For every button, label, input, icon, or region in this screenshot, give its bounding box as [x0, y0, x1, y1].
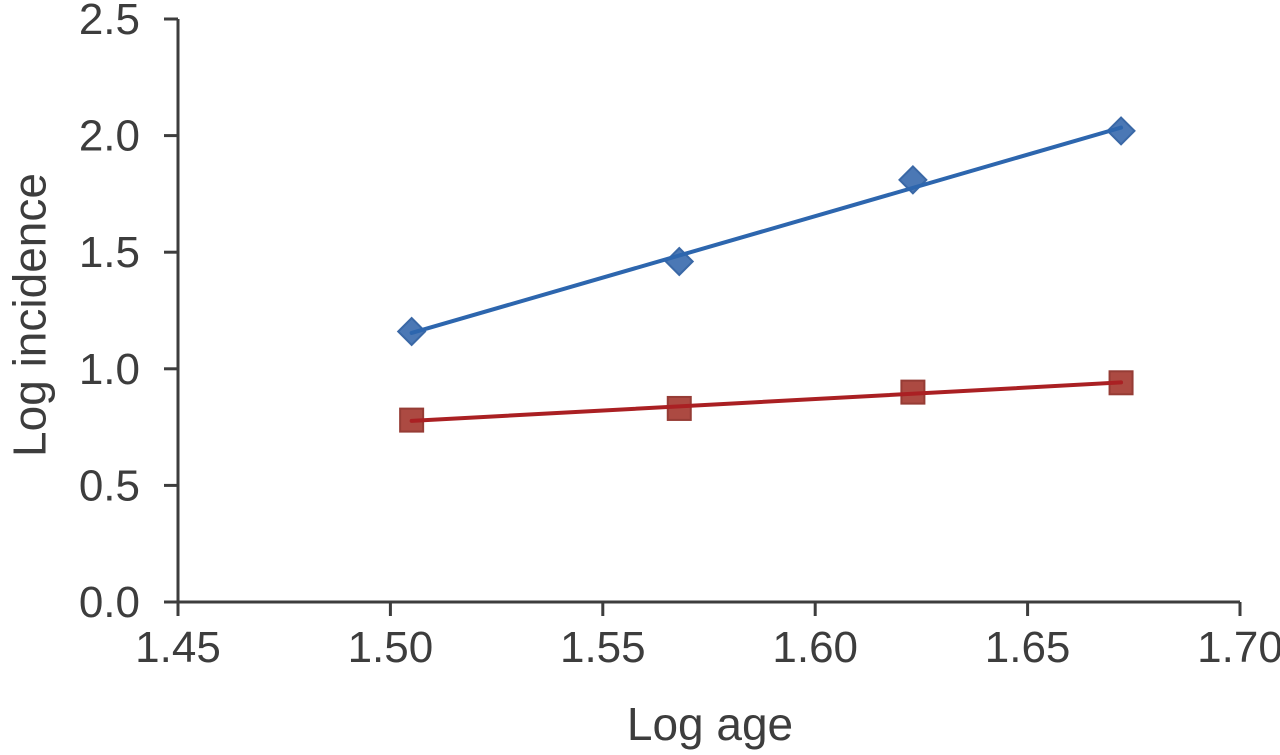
diamond-marker [1106, 116, 1136, 146]
y-tick-label: 0.5 [79, 461, 140, 510]
y-tick-label: 2.0 [79, 112, 140, 161]
y-tick-label: 1.5 [79, 228, 140, 277]
x-tick-label: 1.70 [1197, 623, 1280, 672]
y-tick-label: 1.0 [79, 345, 140, 394]
y-tick-label: 0.0 [79, 578, 140, 627]
x-axis-title: Log age [626, 698, 794, 750]
diamond-series-trendline [409, 125, 1124, 335]
x-tick-label: 1.55 [560, 623, 646, 672]
y-axis-title: Log incidence [3, 173, 56, 457]
x-tick-label: 1.50 [348, 623, 434, 672]
x-tick-label: 1.45 [135, 623, 221, 672]
x-tick-label: 1.60 [772, 623, 858, 672]
square-series-trendline [409, 380, 1124, 423]
x-tick-label: 1.65 [985, 623, 1071, 672]
y-tick-label: 2.5 [79, 0, 140, 44]
